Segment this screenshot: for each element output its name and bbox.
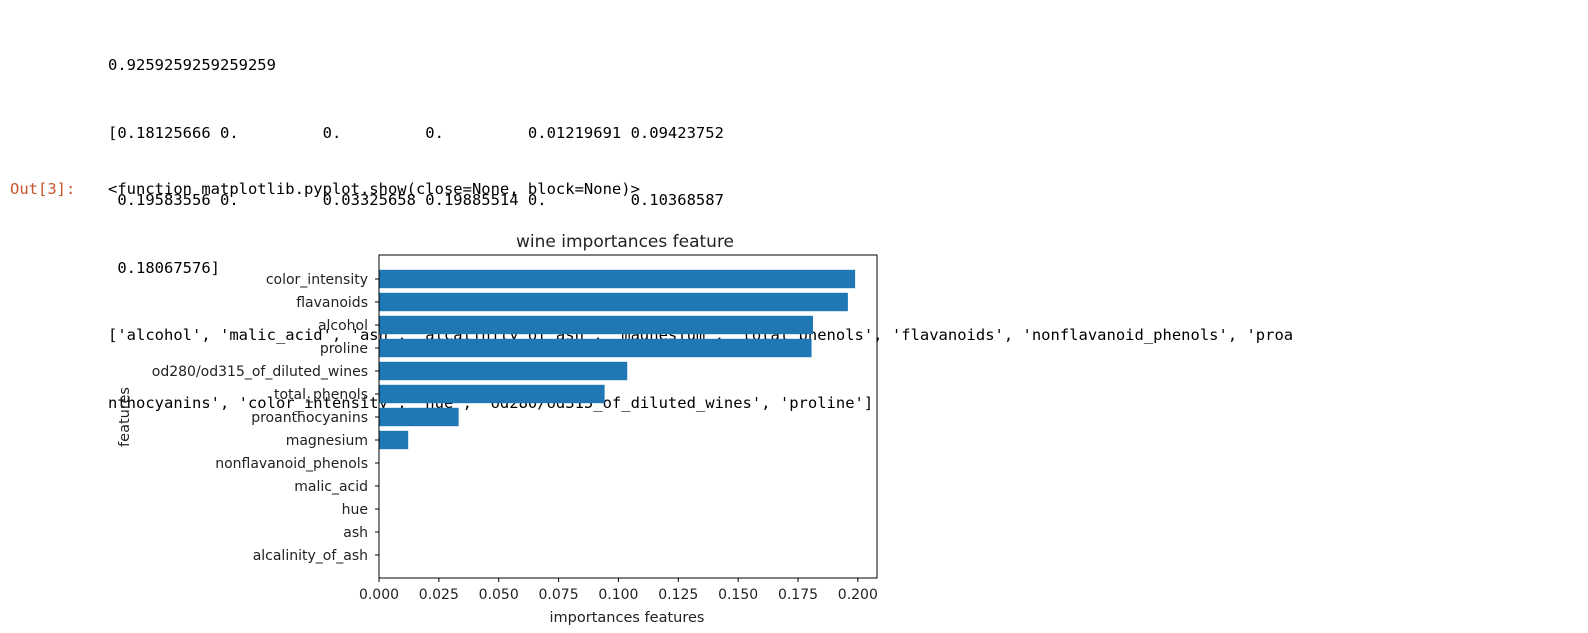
stdout-line: 0.9259259259259259 [108,56,276,74]
stdout-line: 0.19583556 0. 0.03325658 0.19885514 0. 0… [108,191,724,209]
y-tick-label: color_intensity [266,272,368,288]
x-tick-label: 0.175 [778,587,818,603]
y-tick-label: proanthocyanins [251,410,368,426]
y-tick-label: magnesium [286,433,368,449]
out-prompt: Out[3]: [10,180,76,198]
plot-frame [378,254,878,579]
bar-color-intensity [379,269,856,289]
y-tick-label: malic_acid [294,479,368,495]
bar-flavanoids [379,292,848,312]
y-tick-label: od280/od315_of_diluted_wines [152,364,368,380]
x-axis-label: importances features [550,610,705,626]
bar-proline [379,338,812,358]
x-tick-label: 0.125 [658,587,698,603]
stdout-line: 0.18067576] [108,258,220,277]
y-tick-label: alcohol [318,318,368,334]
x-tick-label: 0.025 [419,587,459,603]
y-tick-label: ash [343,525,368,541]
x-tick-label: 0.100 [598,587,638,603]
y-ticks-group: color_intensity flavanoids alcohol proline o… [152,272,379,564]
y-tick-label: flavanoids [296,295,368,311]
x-tick-label: 0.200 [838,587,878,603]
x-tick-label: 0.075 [539,587,579,603]
y-tick-label: nonflavanoid_phenols [215,456,368,472]
x-tick-label: 0.050 [479,587,519,603]
x-tick-label: 0.000 [359,587,399,603]
y-tick-label: proline [320,341,368,357]
bar-od280-od315-of-diluted-wines [379,361,628,381]
bar-chart: wine importances feature color_intensity… [117,232,878,626]
bars-group [379,269,856,450]
output-repr: <function matplotlib.pyplot.show(close=N… [108,180,640,198]
x-tick-label: 0.150 [718,587,758,603]
x-ticks-group: 0.000 0.025 0.050 0.075 0.100 0.125 0.150 0.175… [359,578,878,603]
bar-total-phenols [379,384,605,404]
y-tick-label: alcalinity_of_ash [253,548,368,564]
y-axis-label: features [117,387,133,447]
chart-title: wine importances feature [516,232,734,252]
y-tick-label: total_phenols [274,387,368,403]
stdout-line: [0.18125666 0. 0. 0. 0.01219691 0.094237… [108,123,724,142]
bar-alcohol [379,315,813,335]
bar-proanthocyanins [379,407,459,427]
bar-magnesium [379,430,409,450]
y-tick-label: hue [342,502,368,518]
